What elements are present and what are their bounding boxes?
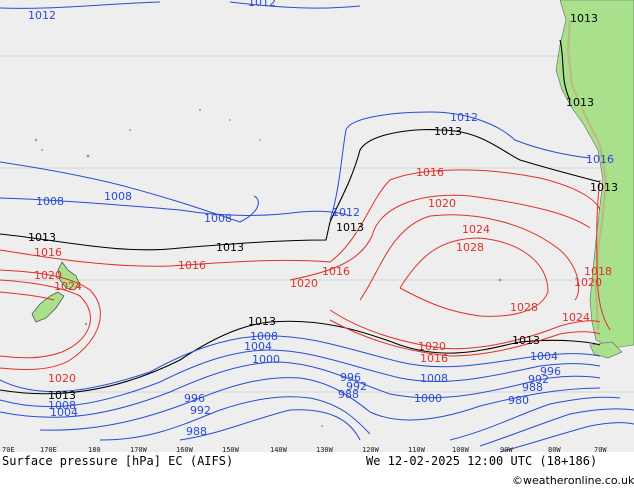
label-1016: 1016 [34,246,62,259]
label-1024: 1024 [54,280,82,293]
label-1018: 1018 [584,265,612,278]
ocean-area [0,0,634,452]
lon-tick: 170E [40,446,57,454]
lon-tick: 120W [362,446,380,454]
label-1000: 1000 [414,392,442,405]
isobars-1013 [0,39,601,395]
lon-tick: 100W [452,446,470,454]
label-1016: 1016 [420,352,448,365]
isobars-high [0,169,611,370]
lon-tick: 90W [500,446,513,454]
label-1013: 1013 [248,315,276,328]
label-1016: 1016 [322,265,350,278]
label-1013: 1013 [590,181,618,194]
lon-tick: 160W [176,446,194,454]
label-1024: 1024 [462,223,490,236]
label-1016: 1016 [416,166,444,179]
lon-tick: 110W [408,446,426,454]
label-1020: 1020 [418,340,446,353]
label-1020: 1020 [290,277,318,290]
label-1004: 1004 [530,350,558,363]
lon-tick: 130W [316,446,334,454]
label-1008: 1008 [204,212,232,225]
label-996: 996 [184,392,205,405]
label-1013: 1013 [28,231,56,244]
label-1004: 1004 [244,340,272,353]
label-1016: 1016 [586,153,614,166]
label-992: 992 [346,380,367,393]
map-caption-left: Surface pressure [hPa] EC (AIFS) [2,454,233,468]
label-992: 992 [528,373,549,386]
label-1013: 1013 [216,241,244,254]
label-1012: 1012 [28,9,56,22]
label-988: 988 [522,381,543,394]
label-1008: 1008 [36,195,64,208]
lon-tick: 180 [88,446,101,454]
tierra-del-fuego [589,341,623,359]
lon-tick: 80W [548,446,561,454]
label-1008: 1008 [48,399,76,412]
label-1012: 1012 [248,0,276,9]
label-1016: 1016 [178,259,206,272]
lon-tick: 150W [222,446,240,454]
label-988: 988 [338,388,359,401]
label-1013: 1013 [434,125,462,138]
label-1020: 1020 [574,276,602,289]
label-1024: 1024 [562,311,590,324]
lon-tick: 70W [594,446,607,454]
isobars-low [0,1,634,453]
longitude-ticks: 70E 170E 180 170W 160W 150W 140W 130W 12… [2,446,607,454]
lon-tick: 70E [2,446,15,454]
label-1020: 1020 [34,269,62,282]
lon-tick: 140W [270,446,288,454]
label-1020: 1020 [428,197,456,210]
label-1008: 1008 [420,372,448,385]
isobar-labels: 1012 1012 1013 1008 1008 1008 1012 1013 … [28,0,618,438]
label-1020: 1020 [48,372,76,385]
label-1013: 1013 [48,389,76,402]
label-1004: 1004 [50,406,78,419]
label-988: 988 [186,425,207,438]
label-992: 992 [190,404,211,417]
map-caption-right: We 12-02-2025 12:00 UTC (18+186) [366,454,597,468]
label-980: 980 [508,394,529,407]
label-1012: 1012 [450,111,478,124]
label-1008: 1008 [250,330,278,343]
label-996: 996 [540,365,561,378]
label-1013: 1013 [570,12,598,25]
label-1012: 1012 [332,206,360,219]
label-1013: 1013 [566,96,594,109]
label-1013: 1013 [512,334,540,347]
pacific-islands [34,109,502,427]
label-1028: 1028 [510,301,538,314]
label-1008: 1008 [104,190,132,203]
credit-text: ©weatheronline.co.uk [512,474,634,487]
label-1000: 1000 [252,353,280,366]
new-zealand-north [57,261,81,291]
grid-lines [0,55,634,393]
label-996: 996 [340,371,361,384]
label-1028: 1028 [456,241,484,254]
lon-tick: 170W [130,446,148,454]
label-1013: 1013 [336,221,364,234]
